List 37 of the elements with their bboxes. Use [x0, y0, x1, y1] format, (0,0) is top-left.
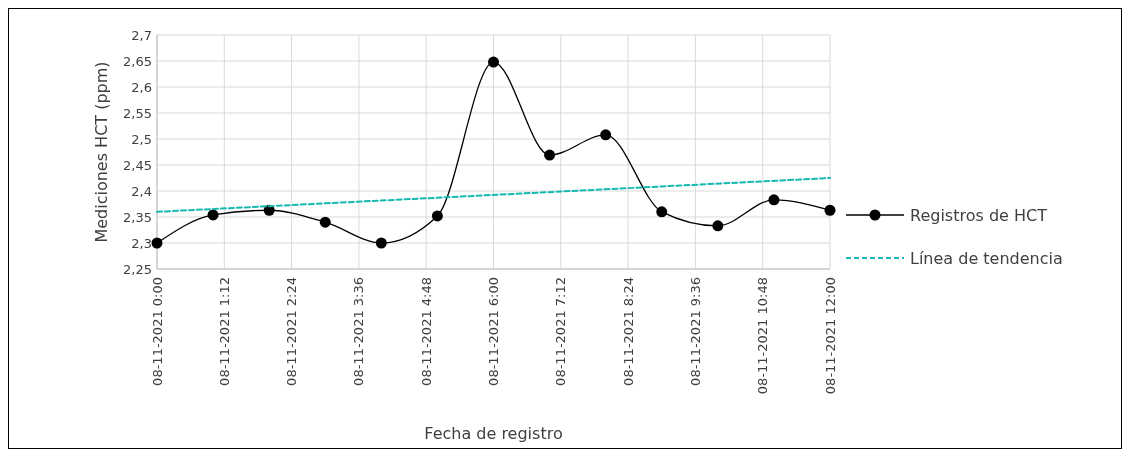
y-tick-label: 2,5 [131, 131, 152, 147]
y-tick-label: 2,35 [123, 209, 152, 225]
x-tick-label: 08-11-2021 9:36 [687, 277, 703, 386]
legend-label: Línea de tendencia [910, 248, 1063, 268]
point [656, 206, 668, 218]
y-tick-label: 2,65 [123, 53, 152, 69]
x-tick-label: 08-11-2021 0:00 [149, 277, 165, 386]
point [544, 149, 556, 161]
y-tick-label: 2,6 [131, 79, 152, 95]
point [824, 204, 836, 216]
y-tick-label: 2,25 [123, 261, 152, 277]
point [768, 194, 780, 206]
y-tick-label: 2,4 [131, 183, 152, 199]
point [151, 237, 163, 249]
y-tick-label: 2,3 [131, 235, 152, 251]
y-tick-label: 2,45 [123, 157, 152, 173]
y-tick-label: 2,7 [131, 27, 152, 43]
x-tick-label: 08-11-2021 8:24 [620, 277, 636, 386]
y-tick-label: 2,55 [123, 105, 152, 121]
point [600, 129, 612, 141]
point [207, 209, 219, 221]
x-tick-label: 08-11-2021 10:48 [755, 277, 771, 395]
point [431, 210, 443, 222]
x-tick-label: 08-11-2021 12:00 [822, 277, 838, 395]
legend-label: Registros de HCT [910, 205, 1048, 225]
point [488, 56, 499, 68]
x-axis-title: Fecha de registro [424, 424, 563, 443]
point [375, 237, 387, 249]
x-tick-label: 08-11-2021 6:00 [486, 277, 502, 386]
x-tick-label: 08-11-2021 3:36 [351, 277, 367, 386]
x-tick-label: 08-11-2021 1:12 [216, 277, 232, 386]
point [712, 220, 724, 232]
x-tick-label: 08-11-2021 7:12 [553, 277, 569, 386]
point [319, 216, 331, 228]
x-tick-label: 08-11-2021 4:48 [418, 277, 434, 386]
x-tick-label: 08-11-2021 2:24 [284, 277, 300, 386]
y-axis-title: Mediciones HCT (ppm) [92, 61, 111, 243]
